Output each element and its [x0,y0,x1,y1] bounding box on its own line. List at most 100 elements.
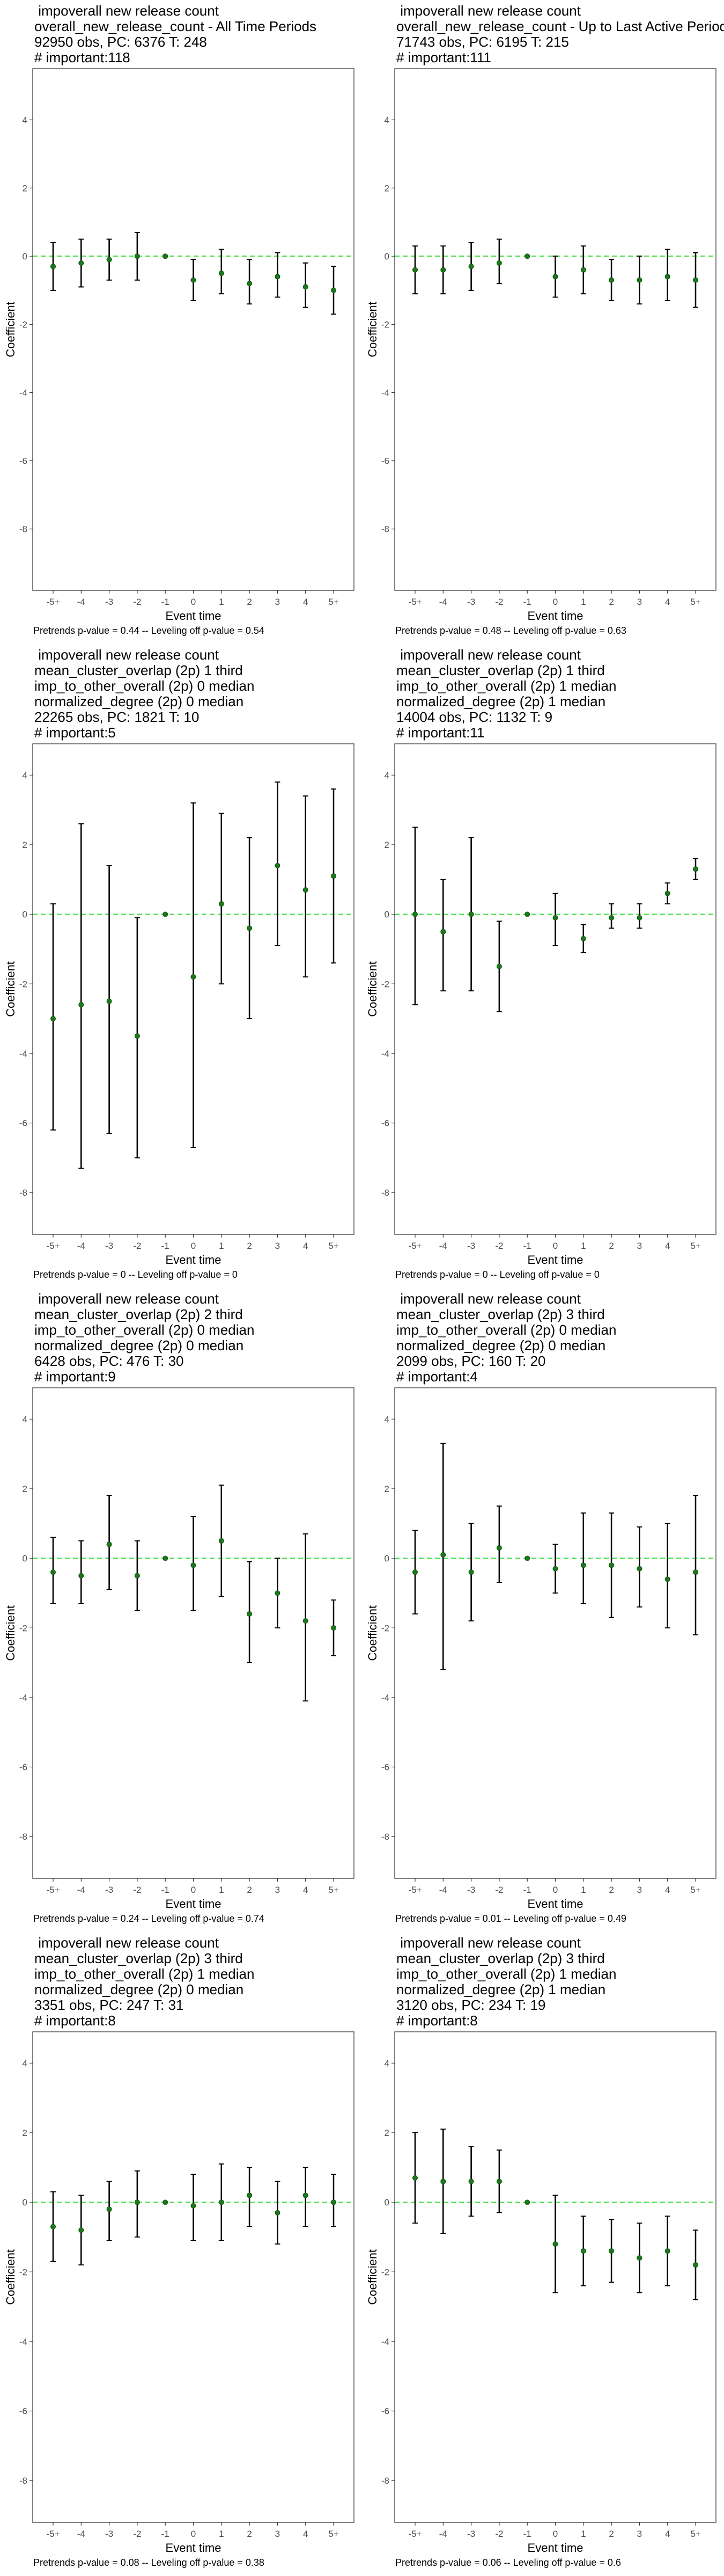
x-tick-label: 2 [247,1241,252,1251]
coefficient-point [580,1562,586,1568]
coefficient-point [331,873,336,879]
title-line: normalized_degree (2p) 0 median [34,1981,244,1997]
title-line: imp_to_other_overall (2p) 0 median [34,1322,255,1338]
coefficient-point [524,2199,530,2205]
chart-panel: impoverall new release count mean_cluster… [362,1288,724,1932]
x-tick-label: -5+ [46,597,60,607]
x-tick-label: 4 [303,597,308,607]
coefficient-point [50,1569,56,1575]
coefficient-point [50,1016,56,1022]
coefficient-point [331,1625,336,1631]
coefficient-point [275,274,280,280]
title-line: # important:111 [396,49,491,65]
x-tick-label: 2 [609,1885,614,1895]
pvalue-caption: Pretrends p-value = 0.24 -- Leveling off… [33,1913,264,1924]
title-line: normalized_degree (2p) 1 median [396,693,606,709]
x-tick-label: 4 [665,1241,670,1251]
coefficient-point [218,1538,224,1544]
coefficient-point [496,1545,502,1551]
y-tick-label: -4 [381,388,389,398]
coefficient-point [496,260,502,266]
x-tick-label: 1 [219,2529,224,2539]
x-tick-label: 0 [191,2529,196,2539]
coefficient-point [162,911,168,917]
coefficient-point [552,1566,558,1572]
x-tick-label: -3 [105,2529,113,2539]
y-tick-label: -4 [381,1693,389,1703]
chart-svg: 4 2 0 -2 -4 -6 -8 -5+ -4 -3 -2 -1 0 1 2 3 4 5+ Event time C… [366,743,716,1267]
coefficient-point [637,2255,642,2261]
x-tick-label: -2 [133,1241,141,1251]
y-axis-label: Coefficient [366,961,379,1017]
title-line: 22265 obs, PC: 1821 T: 10 [34,709,200,725]
x-tick-label: -3 [467,2529,475,2539]
x-tick-label: 4 [303,1241,308,1251]
chart-panel: impoverall new release count mean_cluster… [0,644,362,1288]
coefficient-point [412,2175,418,2181]
coefficient-point [134,253,140,259]
y-tick-label: -8 [19,2476,27,2486]
x-axis-label: Event time [528,1253,583,1267]
x-tick-label: -1 [161,1885,169,1895]
y-tick-label: 4 [23,115,27,125]
title-line: overall_new_release_count - All Time Per… [34,18,317,34]
y-tick-label: 2 [385,2128,389,2138]
chart-svg: 4 2 0 -2 -4 -6 -8 -5+ -4 -3 -2 -1 0 1 2 3 4 5+ Event time C… [4,743,354,1267]
title-line: imp_to_other_overall (2p) 1 median [396,678,617,694]
x-tick-label: 2 [609,597,614,607]
title-line: mean_cluster_overlap (2p) 2 third [34,1306,243,1322]
y-tick-label: 4 [23,770,27,780]
x-axis-label: Event time [166,2541,221,2555]
y-tick-label: -8 [19,1832,27,1842]
coefficient-point [580,2248,586,2254]
x-tick-label: -1 [523,2529,531,2539]
x-tick-label: -5+ [408,1885,422,1895]
x-tick-label: -4 [77,2529,85,2539]
y-tick-label: -6 [19,1762,27,1773]
coefficient-point [524,911,530,917]
title-line: 14004 obs, PC: 1132 T: 9 [396,709,553,725]
x-tick-label: 4 [665,1885,670,1895]
coefficient-point [78,1573,84,1579]
y-tick-label: -2 [381,1623,389,1633]
chart-panel: impoverall new release count overall_new_… [0,0,362,644]
title-line: 92950 obs, PC: 6376 T: 248 [34,34,207,50]
coefficient-point [247,1611,253,1617]
coefficient-point [106,2206,112,2212]
panel-title: impoverall new release count overall_new_… [396,3,724,65]
y-tick-label: -8 [381,2476,389,2486]
coefficient-point [134,1033,140,1039]
chart-panel: impoverall new release count mean_cluster… [0,1288,362,1932]
panel-title: impoverall new release count mean_cluster… [396,1935,616,2029]
chart-panel: impoverall new release count mean_cluster… [362,644,724,1288]
y-tick-label: 0 [23,1554,27,1564]
chart-svg: 4 2 0 -2 -4 -6 -8 -5+ -4 -3 -2 -1 0 1 2 3 4 5+ Event time C… [366,2031,716,2555]
x-tick-label: -3 [105,1885,113,1895]
title-line: 3120 obs, PC: 234 T: 19 [396,1997,546,2013]
x-tick-label: 0 [191,597,196,607]
title-line: 2099 obs, PC: 160 T: 20 [396,1353,546,1369]
coefficient-point [440,2178,446,2184]
x-tick-label: -5+ [46,1241,60,1251]
title-line: imp_to_other_overall (2p) 0 median [34,678,255,694]
y-tick-label: 2 [23,2128,27,2138]
coefficient-point [468,911,474,917]
x-tick-label: -4 [77,1241,85,1251]
coefficient-point [609,2248,615,2254]
coefficient-point [468,1569,474,1575]
coefficient-point [218,901,224,907]
x-axis-label: Event time [166,609,221,623]
title-line: mean_cluster_overlap (2p) 1 third [396,662,605,678]
x-tick-label: -5+ [408,2529,422,2539]
title-line: overall_new_release_count - Up to Last A… [396,18,724,34]
y-tick-label: 0 [385,251,389,261]
coefficient-point [247,2192,253,2198]
x-tick-label: -2 [495,1885,503,1895]
coefficient-point [412,1569,418,1575]
coefficient-point [440,1552,446,1558]
x-tick-label: -4 [77,1885,85,1895]
coefficient-point [468,2178,474,2184]
title-line: mean_cluster_overlap (2p) 3 third [396,1950,605,1966]
coefficient-point [134,1573,140,1579]
x-tick-label: 3 [275,597,280,607]
